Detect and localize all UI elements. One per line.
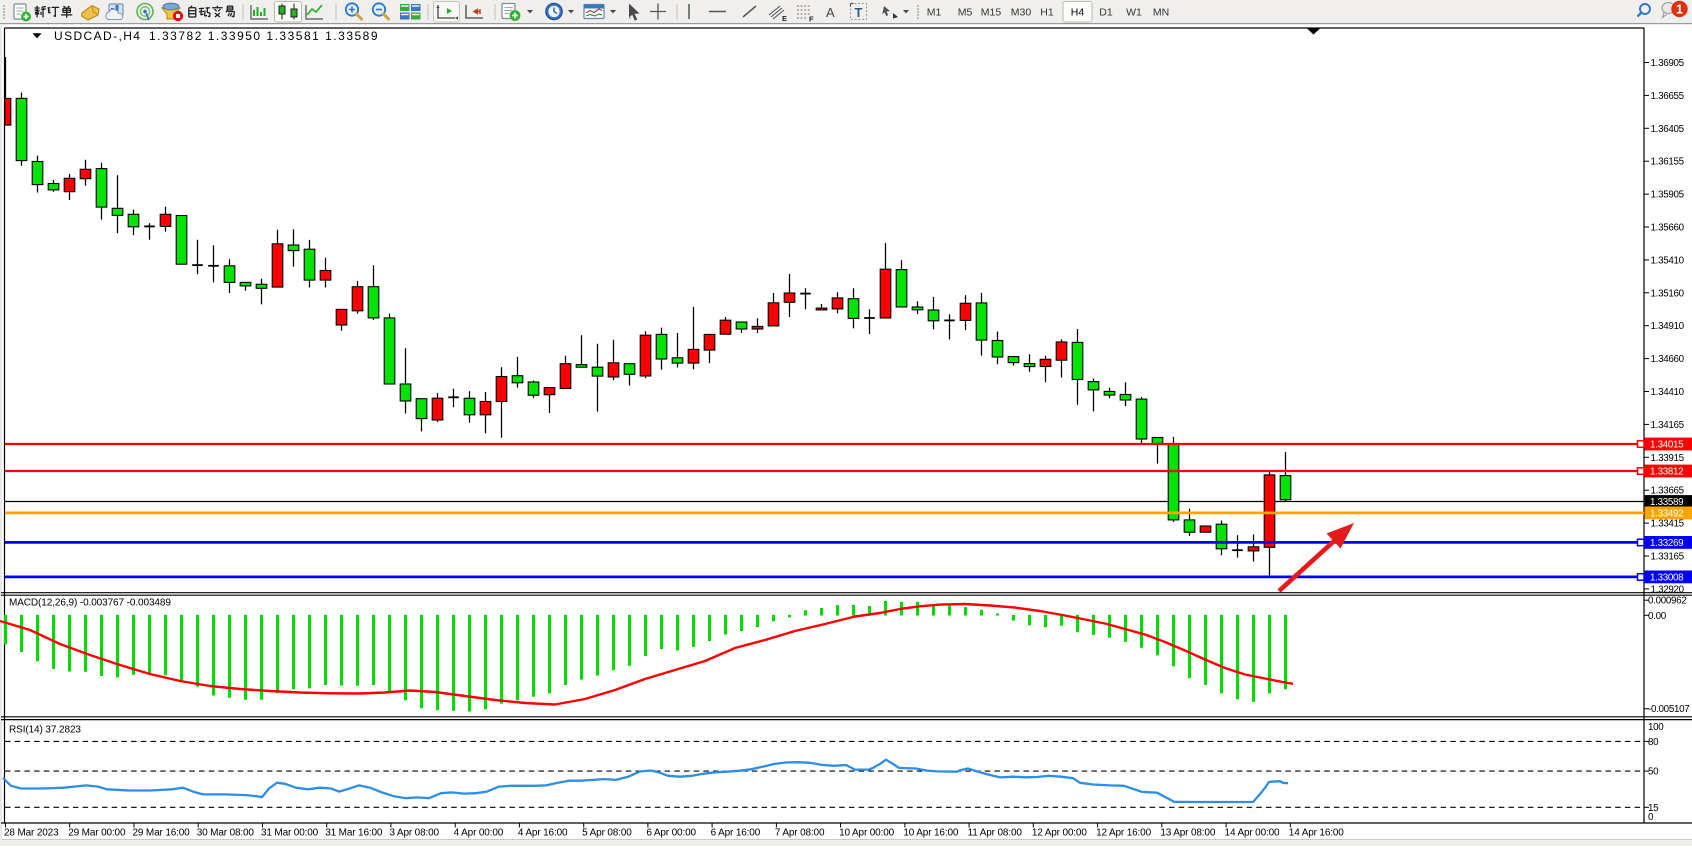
svg-text:1.35160: 1.35160 xyxy=(1651,288,1685,299)
svg-text:1.33415: 1.33415 xyxy=(1651,519,1685,530)
svg-text:0.00: 0.00 xyxy=(1648,611,1667,622)
svg-text:1.33165: 1.33165 xyxy=(1651,552,1685,563)
svg-text:1.35905: 1.35905 xyxy=(1651,190,1685,201)
svg-text:1: 1 xyxy=(1676,3,1683,17)
svg-text:F: F xyxy=(809,15,814,24)
svg-text:29 Mar 16:00: 29 Mar 16:00 xyxy=(132,828,190,839)
svg-text:5 Apr 08:00: 5 Apr 08:00 xyxy=(582,828,632,839)
svg-text:7 Apr 08:00: 7 Apr 08:00 xyxy=(775,828,825,839)
svg-text:3 Apr 08:00: 3 Apr 08:00 xyxy=(389,828,439,839)
svg-text:M1: M1 xyxy=(927,6,942,18)
svg-text:4 Apr 00:00: 4 Apr 00:00 xyxy=(454,828,504,839)
svg-text:14 Apr 00:00: 14 Apr 00:00 xyxy=(1225,828,1281,839)
svg-text:T: T xyxy=(855,5,863,20)
svg-text:USDCAD-,H4: USDCAD-,H4 xyxy=(54,29,141,43)
svg-text:H1: H1 xyxy=(1040,6,1054,18)
svg-text:H4: H4 xyxy=(1071,6,1085,18)
svg-text:M15: M15 xyxy=(981,6,1002,18)
svg-text:1.33269: 1.33269 xyxy=(1650,538,1683,549)
svg-text:11 Apr 08:00: 11 Apr 08:00 xyxy=(968,828,1023,839)
svg-text:1.34015: 1.34015 xyxy=(1650,440,1684,451)
svg-text:1.34660: 1.34660 xyxy=(1651,354,1685,365)
svg-text:6 Apr 16:00: 6 Apr 16:00 xyxy=(711,828,761,839)
svg-text:1.33915: 1.33915 xyxy=(1651,453,1685,464)
svg-text:31 Mar 00:00: 31 Mar 00:00 xyxy=(261,828,319,839)
svg-text:1.34910: 1.34910 xyxy=(1651,321,1685,332)
svg-text:RSI(14) 37.2823: RSI(14) 37.2823 xyxy=(9,725,81,736)
svg-text:29 Mar 00:00: 29 Mar 00:00 xyxy=(68,828,126,839)
svg-text:28 Mar 2023: 28 Mar 2023 xyxy=(4,828,59,839)
svg-text:12 Apr 16:00: 12 Apr 16:00 xyxy=(1096,828,1152,839)
svg-text:30 Mar 08:00: 30 Mar 08:00 xyxy=(197,828,255,839)
svg-text:4 Apr 16:00: 4 Apr 16:00 xyxy=(518,828,568,839)
svg-text:31 Mar 16:00: 31 Mar 16:00 xyxy=(325,828,383,839)
svg-text:1.33665: 1.33665 xyxy=(1651,486,1685,497)
svg-text:10 Apr 00:00: 10 Apr 00:00 xyxy=(839,828,895,839)
svg-text:MACD(12,26,9) -0.003767 -0.003: MACD(12,26,9) -0.003767 -0.003489 xyxy=(9,598,171,609)
svg-text:MN: MN xyxy=(1153,6,1169,18)
svg-text:1.33492: 1.33492 xyxy=(1650,509,1683,520)
svg-text:0: 0 xyxy=(1648,812,1654,823)
svg-text:1.35410: 1.35410 xyxy=(1651,255,1685,266)
svg-text:1.32920: 1.32920 xyxy=(1651,584,1685,595)
svg-text:15: 15 xyxy=(1648,803,1659,814)
svg-text:10 Apr 16:00: 10 Apr 16:00 xyxy=(903,828,959,839)
svg-text:1.33589: 1.33589 xyxy=(1650,497,1683,508)
svg-text:1.36655: 1.36655 xyxy=(1651,91,1685,102)
svg-text:1.35660: 1.35660 xyxy=(1651,223,1685,234)
svg-text:100: 100 xyxy=(1648,722,1664,733)
svg-text:13 Apr 08:00: 13 Apr 08:00 xyxy=(1160,828,1216,839)
svg-text:1.33812: 1.33812 xyxy=(1650,467,1683,478)
svg-text:1.33782 1.33950 1.33581 1.3358: 1.33782 1.33950 1.33581 1.33589 xyxy=(149,29,379,43)
svg-text:6 Apr 00:00: 6 Apr 00:00 xyxy=(646,828,696,839)
svg-text:M5: M5 xyxy=(958,6,973,18)
svg-text:A: A xyxy=(826,5,835,20)
svg-text:1.36155: 1.36155 xyxy=(1651,157,1685,168)
svg-text:1.33008: 1.33008 xyxy=(1650,573,1684,584)
svg-text:-0.005107: -0.005107 xyxy=(1648,704,1689,715)
svg-text:W1: W1 xyxy=(1126,6,1142,18)
svg-text:1.36405: 1.36405 xyxy=(1651,124,1685,135)
svg-text:1.36905: 1.36905 xyxy=(1651,58,1685,69)
svg-text:80: 80 xyxy=(1648,737,1659,748)
svg-text:1.34410: 1.34410 xyxy=(1651,387,1685,398)
svg-text:E: E xyxy=(782,14,787,23)
svg-text:12 Apr 00:00: 12 Apr 00:00 xyxy=(1032,828,1088,839)
svg-text:D1: D1 xyxy=(1099,6,1113,18)
svg-text:0.000962: 0.000962 xyxy=(1648,596,1686,607)
svg-text:50: 50 xyxy=(1648,767,1659,778)
svg-text:14 Apr 16:00: 14 Apr 16:00 xyxy=(1289,828,1345,839)
svg-text:1.34165: 1.34165 xyxy=(1651,420,1685,431)
svg-text:M30: M30 xyxy=(1011,6,1032,18)
